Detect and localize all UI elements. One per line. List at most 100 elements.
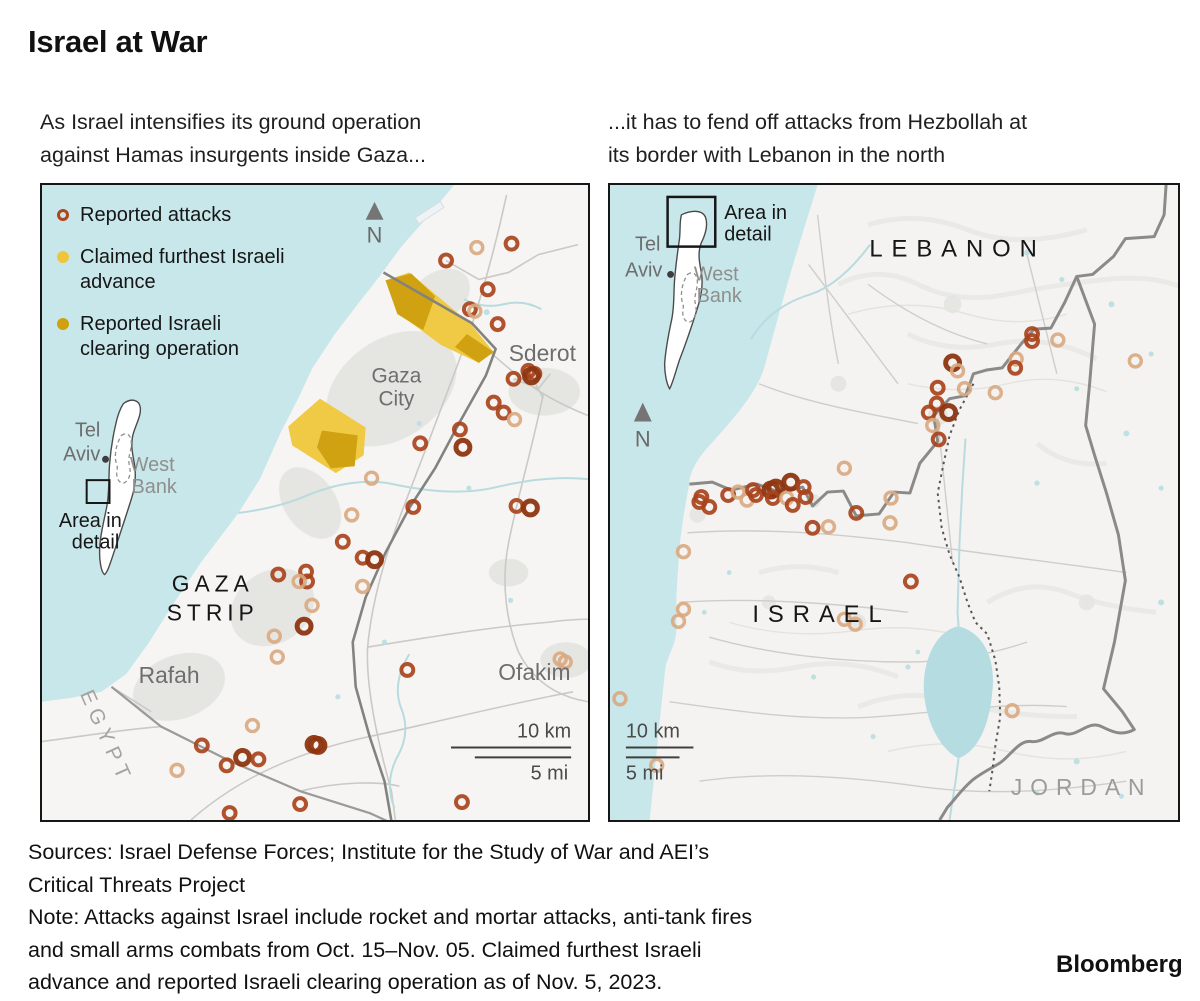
attack-marker bbox=[304, 597, 320, 614]
attack-marker bbox=[250, 751, 267, 768]
scale-bar: 10 km 5 mi bbox=[625, 721, 694, 784]
relief-lines-fine bbox=[728, 304, 1127, 760]
attack-marker bbox=[675, 543, 692, 560]
relief-lines bbox=[708, 215, 1178, 720]
attack-marker bbox=[503, 235, 520, 252]
attack-marker bbox=[1024, 326, 1040, 343]
area-in-detail-box bbox=[666, 195, 717, 248]
attack-marker bbox=[495, 404, 512, 421]
attack-marker bbox=[939, 403, 959, 423]
svg-text:N: N bbox=[367, 223, 383, 248]
attack-marker bbox=[557, 654, 573, 670]
legend-label: Reported Israeli clearing operation bbox=[80, 313, 239, 360]
attack-marker bbox=[882, 515, 898, 531]
label-sderot: Sderot bbox=[509, 340, 577, 366]
attack-marker bbox=[520, 498, 540, 518]
footer: Sources: Israel Defense Forces; Institut… bbox=[28, 836, 752, 999]
sea-shape bbox=[610, 185, 818, 820]
label-gaza-city-line1: Gaza bbox=[372, 365, 422, 388]
attack-marker bbox=[929, 379, 946, 396]
inset-label-west: West bbox=[130, 454, 175, 476]
attack-marker bbox=[299, 573, 315, 590]
attack-marker bbox=[1007, 359, 1024, 376]
attack-marker bbox=[797, 489, 814, 505]
inset-label-area-line1: Area in bbox=[59, 510, 122, 532]
inset-israel-shape bbox=[663, 210, 708, 391]
attack-marker bbox=[848, 504, 865, 521]
rivers bbox=[750, 244, 967, 820]
reported-attack-icon bbox=[57, 209, 69, 221]
footer-sources-line1: Sources: Israel Defense Forces; Institut… bbox=[28, 840, 710, 864]
attack-marker bbox=[469, 239, 485, 256]
attack-marker bbox=[505, 370, 522, 387]
legend-label: Claimed furthest Israeli advance bbox=[80, 246, 285, 293]
ponds bbox=[335, 309, 514, 700]
inset-map: Tel Aviv West Bank Area in detail bbox=[59, 399, 177, 576]
attack-marker bbox=[1008, 351, 1024, 367]
syria-jordan-border bbox=[938, 275, 1136, 820]
advance-areas bbox=[288, 272, 494, 474]
map-panel-gaza: Tel Aviv West Bank Area in detail N 10 k… bbox=[40, 183, 590, 822]
legend-label: Reported attacks bbox=[80, 204, 232, 226]
inset-label-area-line1: Area in bbox=[724, 202, 787, 224]
map-legend: Reported attacks Claimed furthest Israeli… bbox=[57, 203, 367, 379]
attack-marker bbox=[987, 384, 1003, 401]
bloomberg-logo: Bloomberg bbox=[1056, 951, 1183, 978]
tel-aviv-dot bbox=[102, 455, 110, 463]
attack-marker bbox=[467, 303, 483, 319]
north-arrow-icon: N bbox=[633, 402, 652, 451]
attack-marker bbox=[489, 316, 506, 333]
roads bbox=[669, 214, 1127, 793]
attack-marker bbox=[405, 499, 422, 515]
attack-marker bbox=[1024, 333, 1040, 349]
label-ofakim: Ofakim bbox=[498, 659, 570, 685]
svg-text:10 km: 10 km bbox=[517, 721, 571, 743]
attack-marker bbox=[451, 421, 468, 438]
svg-text:N: N bbox=[635, 426, 651, 451]
attack-marker bbox=[748, 487, 764, 503]
attack-marker bbox=[836, 611, 853, 627]
attack-marker bbox=[193, 737, 210, 754]
ponds bbox=[701, 249, 1165, 799]
label-gaza-strip-line2: STRIP bbox=[167, 599, 259, 625]
inset-label-west: West bbox=[694, 263, 739, 285]
north-arrow-icon: N bbox=[365, 201, 384, 248]
inset-label-tel: Tel bbox=[635, 234, 660, 256]
attack-marker bbox=[308, 736, 328, 755]
attack-marker bbox=[506, 411, 523, 428]
attack-marker bbox=[764, 490, 781, 506]
label-gaza-strip-line1: GAZA bbox=[172, 570, 254, 596]
attack-marker bbox=[233, 747, 252, 767]
footer-note-line1: Note: Attacks against Israel include roc… bbox=[28, 905, 753, 929]
attack-marker bbox=[925, 417, 941, 434]
attack-marker bbox=[920, 404, 937, 421]
sea-of-galilee bbox=[923, 626, 993, 759]
label-rafah: Rafah bbox=[139, 662, 200, 688]
inset-label-bank: Bank bbox=[697, 285, 742, 307]
scale-bar: 10 km 5 mi bbox=[451, 721, 571, 784]
gaza-border bbox=[351, 271, 497, 820]
label-israel: ISRAEL bbox=[752, 601, 890, 628]
attack-marker bbox=[949, 363, 966, 379]
attack-marker bbox=[412, 435, 429, 452]
attack-marker bbox=[648, 757, 665, 774]
subtitle-right-line1: ...it has to fend off attacks from Hezbo… bbox=[608, 110, 1028, 134]
attack-markers bbox=[169, 235, 573, 820]
subtitle-right-line2: its border with Lebanon in the north bbox=[608, 143, 946, 167]
attack-marker bbox=[1127, 353, 1143, 369]
attack-marker bbox=[363, 470, 380, 486]
armistice-line-dotted bbox=[936, 383, 1002, 792]
area-in-detail-box bbox=[85, 479, 111, 504]
attack-marker bbox=[521, 366, 541, 386]
attack-marker bbox=[344, 507, 360, 523]
attack-marker bbox=[675, 601, 692, 618]
inset-west-bank-shape bbox=[114, 433, 132, 484]
attack-marker bbox=[266, 628, 282, 644]
egypt-border bbox=[110, 685, 388, 820]
borders bbox=[110, 271, 497, 820]
attack-marker bbox=[292, 796, 309, 813]
attack-marker bbox=[453, 437, 473, 457]
footer-note-line3: advance and reported Israeli clearing op… bbox=[28, 970, 663, 994]
map-labels: LEBANON ISRAEL JORDAN bbox=[752, 236, 1144, 801]
attack-marker bbox=[365, 550, 384, 570]
